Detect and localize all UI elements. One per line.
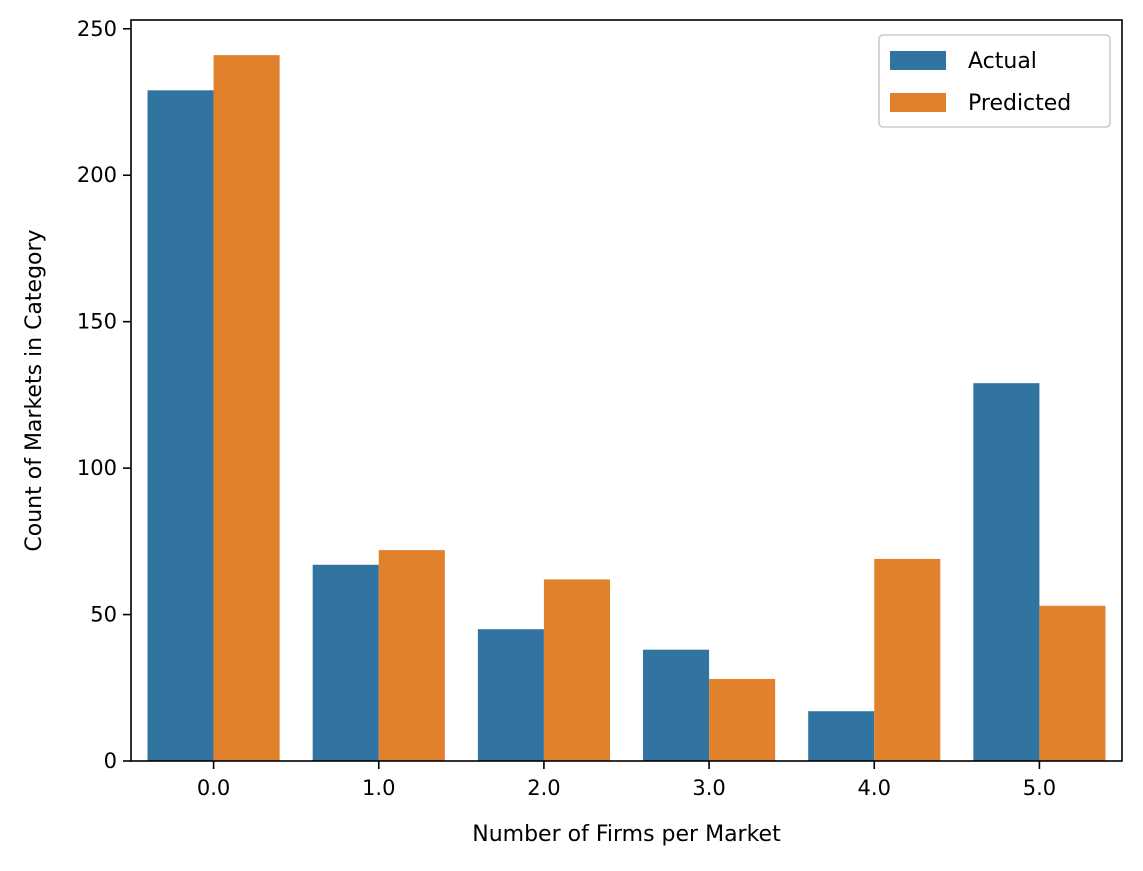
bar-actual-3.0 [643, 649, 710, 761]
legend-swatch-actual [890, 51, 946, 70]
y-tick-label: 250 [77, 17, 117, 41]
bar-actual-0.0 [147, 90, 214, 762]
bar-actual-1.0 [312, 564, 379, 761]
y-tick-label: 0 [104, 749, 117, 773]
plot-frame [130, 19, 1123, 762]
x-tick-label: 2.0 [527, 776, 560, 800]
x-tick-label: 5.0 [1023, 776, 1056, 800]
y-ticks: 0 50 100 150 200 250 [77, 17, 131, 773]
bar-actual-5.0 [973, 383, 1040, 761]
y-tick-label: 50 [90, 603, 117, 627]
x-tick-label: 0.0 [197, 776, 230, 800]
x-tick-label: 1.0 [362, 776, 395, 800]
bar-predicted-4.0 [874, 558, 941, 761]
y-tick-label: 200 [77, 163, 117, 187]
legend: Actual Predicted [878, 34, 1111, 128]
legend-label-predicted: Predicted [968, 91, 1071, 116]
x-axis-label: Number of Firms per Market [472, 822, 781, 847]
y-axis-label: Count of Markets in Category [22, 229, 47, 551]
legend-label-actual: Actual [968, 49, 1037, 74]
axes-layer [130, 19, 1123, 762]
bar-predicted-0.0 [213, 55, 280, 762]
bar-predicted-3.0 [709, 678, 776, 761]
x-tick-label: 3.0 [692, 776, 725, 800]
y-tick-label: 100 [77, 456, 117, 480]
bar-predicted-2.0 [543, 579, 610, 761]
x-ticks: 0.0 1.0 2.0 3.0 4.0 5.0 [197, 761, 1056, 800]
x-tick-label: 4.0 [858, 776, 891, 800]
bar-actual-4.0 [808, 711, 875, 761]
bars-layer [147, 55, 1106, 762]
bar-predicted-5.0 [1039, 605, 1106, 761]
bar-predicted-1.0 [378, 550, 445, 761]
bar-actual-2.0 [477, 629, 544, 761]
y-tick-label: 150 [77, 310, 117, 334]
legend-swatch-predicted [890, 93, 946, 112]
